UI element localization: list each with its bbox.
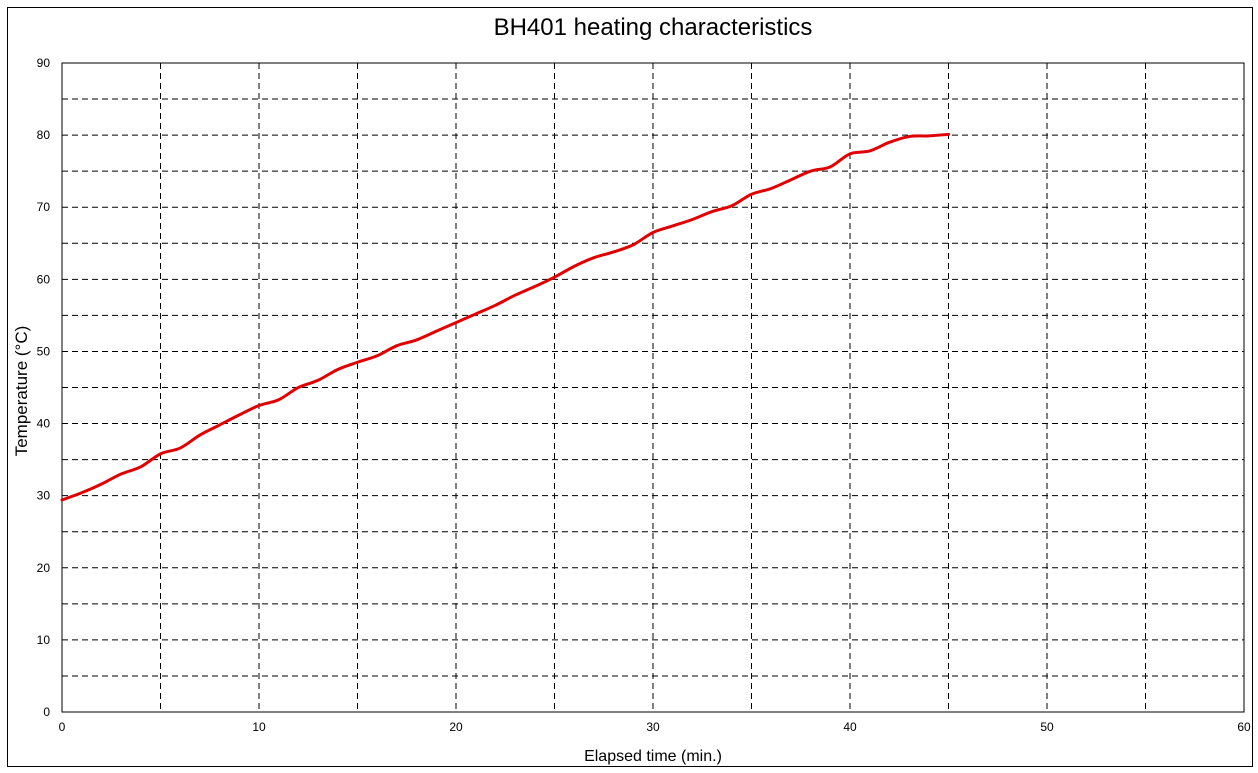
- y-tick-label: 0: [43, 705, 50, 719]
- x-tick-label: 20: [449, 720, 463, 734]
- x-axis-ticks: 0 10 20 30 40 50 60: [59, 720, 1251, 734]
- y-tick-label: 50: [37, 344, 51, 358]
- x-tick-label: 50: [1040, 720, 1054, 734]
- y-tick-label: 20: [37, 561, 51, 575]
- series-group: [60, 132, 950, 502]
- y-tick-label: 90: [37, 56, 51, 70]
- y-axis-ticks: 0 10 20 30 40 50 60 70 80 90: [37, 56, 51, 719]
- y-tick-label: 10: [37, 633, 51, 647]
- y-tick-label: 60: [37, 272, 51, 286]
- series-line: [60, 132, 950, 502]
- y-tick-label: 40: [37, 417, 51, 431]
- y-tick-label: 80: [37, 128, 51, 142]
- plot-area: [61, 62, 1245, 713]
- y-axis-label: Temperature (°C): [12, 325, 31, 457]
- x-tick-label: 60: [1237, 720, 1251, 734]
- x-tick-label: 40: [843, 720, 857, 734]
- y-tick-label: 30: [37, 489, 51, 503]
- chart-title: BH401 heating characteristics: [493, 14, 813, 41]
- x-tick-label: 30: [646, 720, 660, 734]
- x-tick-label: 0: [59, 720, 66, 734]
- x-tick-label: 10: [252, 720, 266, 734]
- y-tick-label: 70: [37, 200, 51, 214]
- x-axis-label: Elapsed time (min.): [584, 748, 722, 765]
- grid: [62, 63, 1244, 712]
